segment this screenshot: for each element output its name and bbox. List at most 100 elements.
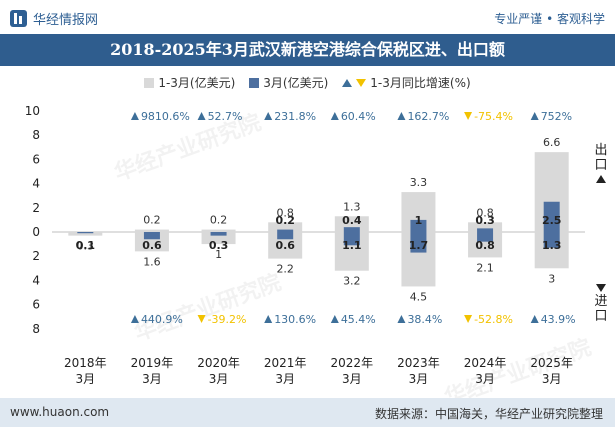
legend: 1-3月(亿美元) 3月(亿美元) 1-3月同比增速(%)	[0, 74, 615, 91]
category-label: 3月	[475, 372, 495, 386]
title-bar: 2018-2025年3月武汉新港空港综合保税区进、出口额	[0, 34, 615, 66]
y-tick-label: 8	[32, 322, 40, 336]
export-month-bar	[477, 228, 494, 232]
export-month-bar	[343, 227, 360, 232]
import-month-bar	[277, 232, 294, 240]
y-tick-label: 8	[32, 128, 40, 142]
export-cumulative-label: 6.6	[543, 136, 561, 149]
export-cumulative-label: 3.3	[410, 176, 428, 189]
category-label: 2022年	[331, 356, 374, 370]
category-label: 2023年	[397, 356, 440, 370]
y-tick-label: 0	[32, 225, 40, 239]
export-cumulative-bar	[468, 222, 503, 232]
growth-up-icon	[130, 112, 139, 120]
import-cumulative-label: 2.2	[276, 263, 294, 276]
y-tick-label: 10	[25, 104, 40, 118]
export-growth-label: 9810.6%	[141, 110, 190, 123]
category-label: 2020年	[197, 356, 240, 370]
export-month-label: 2.5	[542, 214, 562, 227]
import-label: 进口	[594, 294, 608, 324]
growth-down-icon	[464, 112, 473, 120]
category-label: 3月	[142, 372, 162, 386]
growth-up-icon	[397, 315, 406, 323]
legend-swatch-month	[249, 77, 260, 88]
growth-up-icon	[264, 112, 273, 120]
growth-up-icon	[264, 315, 273, 323]
export-cumulative-label: 0.8	[476, 206, 494, 219]
arrow-up-icon	[596, 175, 606, 183]
import-cumulative-label: 4.5	[410, 290, 428, 303]
import-month-bar	[143, 232, 160, 240]
export-month-label: 0.2	[275, 214, 295, 227]
legend-label-cumulative: 1-3月(亿美元)	[158, 76, 236, 90]
category-label: 3月	[275, 372, 295, 386]
import-month-label: 0.8	[475, 239, 495, 252]
export-side-label: 出口	[593, 143, 609, 185]
import-month-label: 0.6	[142, 239, 162, 252]
import-month-label: 1.1	[342, 239, 362, 252]
export-cumulative-label: 1.3	[343, 200, 361, 213]
import-month-bar	[477, 232, 494, 242]
y-tick-label: 6	[32, 152, 40, 166]
legend-label-month: 3月(亿美元)	[263, 76, 329, 90]
growth-up-icon	[530, 112, 539, 120]
import-growth-label: 130.6%	[274, 313, 316, 326]
export-growth-label: 60.4%	[341, 110, 376, 123]
category-label: 3月	[75, 372, 95, 386]
import-month-label: 1.7	[409, 239, 429, 252]
legend-label-growth: 1-3月同比增速(%)	[370, 76, 471, 90]
export-cumulative-bar	[201, 229, 236, 232]
import-growth-label: 38.4%	[407, 313, 442, 326]
import-month-label: 0.3	[209, 239, 229, 252]
import-month-bar	[210, 232, 227, 236]
category-label: 2018年	[64, 356, 107, 370]
import-month-bar	[543, 232, 560, 248]
export-cumulative-label: 0.2	[143, 214, 161, 227]
export-growth-label: -75.4%	[474, 110, 513, 123]
import-growth-label: -39.2%	[208, 313, 247, 326]
footer-website: www.huaon.com	[10, 405, 110, 419]
tagline: 专业严谨 • 客观科学	[494, 12, 605, 26]
export-month-bar	[277, 229, 294, 232]
import-month-bar	[410, 232, 427, 253]
y-tick-label: 2	[32, 249, 40, 263]
category-label: 3月	[409, 372, 429, 386]
import-cumulative-label: 3	[548, 272, 555, 285]
growth-up-icon	[397, 112, 406, 120]
category-label: 3月	[342, 372, 362, 386]
legend-item-cumulative: 1-3月(亿美元)	[144, 74, 235, 91]
import-cumulative-bar	[68, 232, 103, 236]
growth-up-icon	[330, 315, 339, 323]
brand: 华经情报网	[10, 9, 98, 28]
import-month-bar	[77, 232, 94, 234]
import-month-label: 0.1	[76, 239, 96, 252]
export-label: 出口	[594, 143, 608, 173]
export-cumulative-label: 0.2	[210, 214, 228, 227]
export-cumulative-bar	[268, 222, 303, 232]
export-month-bar	[543, 201, 560, 232]
category-label: 3月	[209, 372, 229, 386]
export-month-bar	[410, 219, 427, 232]
category-label: 2024年	[464, 356, 507, 370]
export-month-label: 0.3	[475, 214, 495, 227]
import-month-label: 1.3	[542, 239, 562, 252]
y-tick-label: 6	[32, 298, 40, 312]
import-growth-label: 45.4%	[341, 313, 376, 326]
top-bar: 华经情报网 专业严谨 • 客观科学	[0, 0, 615, 34]
export-cumulative-label: 0.8	[276, 206, 294, 219]
import-side-label: 进口	[593, 282, 609, 324]
import-cumulative-bar	[201, 232, 236, 245]
triangle-up-icon	[342, 78, 353, 87]
export-cumulative-bar	[134, 229, 169, 232]
export-growth-label: 162.7%	[407, 110, 449, 123]
legend-swatch-cumulative	[144, 77, 155, 88]
export-month-label: 1	[415, 214, 423, 227]
brand-name: 华经情报网	[33, 13, 99, 28]
import-cumulative-label: 1.6	[143, 255, 161, 268]
import-cumulative-label: 0.3	[77, 240, 95, 253]
import-cumulative-bar	[134, 232, 169, 252]
y-tick-label: 4	[32, 273, 40, 287]
import-month-label: 0.6	[275, 239, 295, 252]
brand-logo-icon	[10, 10, 27, 27]
chart-title: 2018-2025年3月武汉新港空港综合保税区进、出口额	[110, 40, 505, 59]
